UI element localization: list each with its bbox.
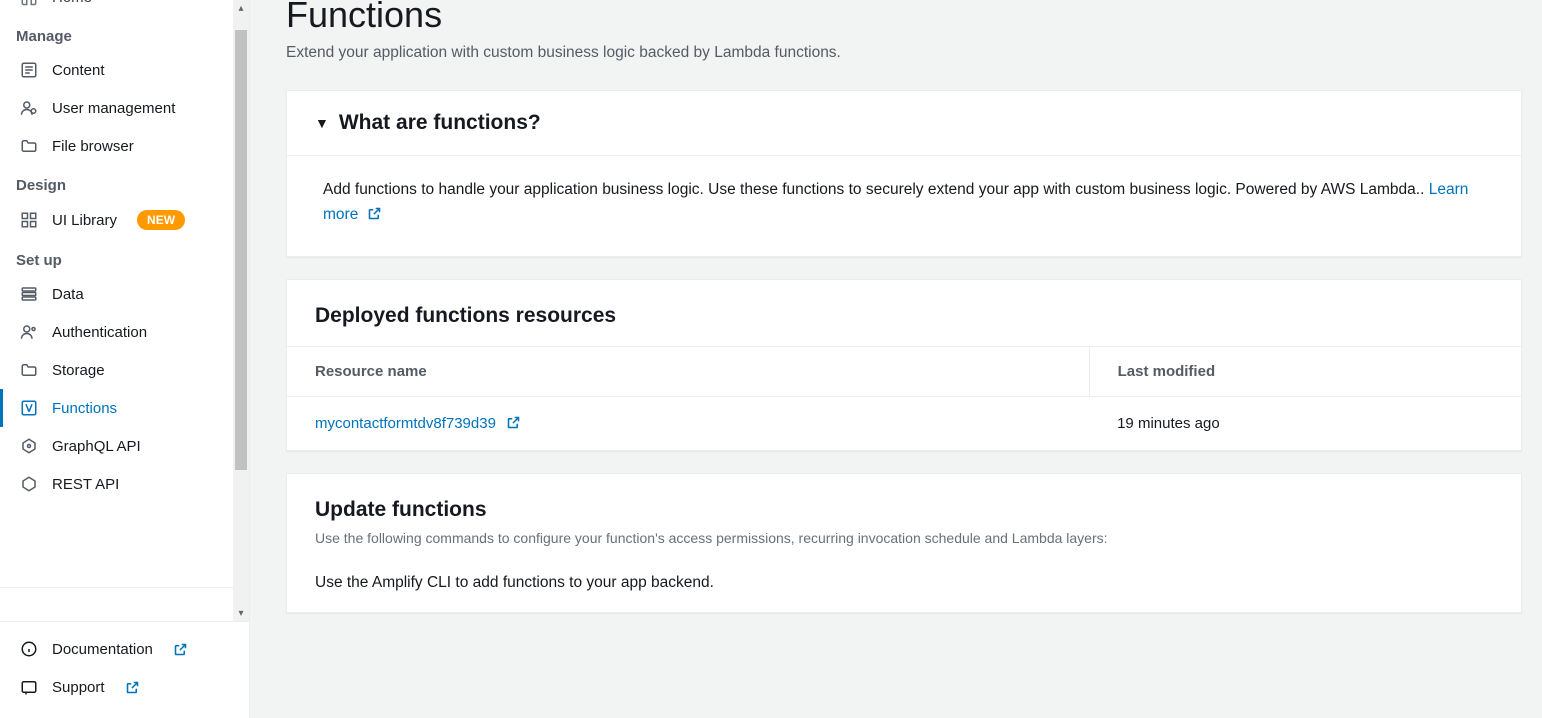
sidebar-item-label: REST API: [52, 476, 119, 493]
update-subtitle: Use the following commands to configure …: [287, 530, 1521, 550]
scrollbar-track[interactable]: ▴ ▾: [233, 0, 249, 621]
deployed-table: Resource name Last modified mycontactfor…: [287, 346, 1521, 450]
auth-icon: [20, 323, 38, 341]
footer-documentation[interactable]: Documentation: [0, 630, 249, 668]
sidebar-item-storage[interactable]: Storage: [0, 351, 233, 389]
storage-icon: [20, 361, 38, 379]
external-link-icon: [506, 415, 521, 430]
sidebar-item-file-browser[interactable]: File browser: [0, 127, 233, 165]
data-icon: [20, 285, 38, 303]
scrollbar-down-icon[interactable]: ▾: [233, 605, 249, 621]
info-text: Add functions to handle your application…: [323, 181, 1429, 198]
sidebar-item-label: Data: [52, 286, 84, 303]
page-subtitle: Extend your application with custom busi…: [286, 44, 1522, 62]
sidebar-item-data[interactable]: Data: [0, 275, 233, 313]
sidebar-item-label: Storage: [52, 362, 105, 379]
update-body: Use the Amplify CLI to add functions to …: [287, 550, 1521, 592]
sidebar-item-label: GraphQL API: [52, 438, 141, 455]
deployed-card: Deployed functions resources Resource na…: [286, 279, 1522, 451]
info-card-body: Add functions to handle your application…: [287, 156, 1521, 256]
sidebar-item-label: User management: [52, 100, 175, 117]
nav-section-design: Design: [0, 165, 233, 200]
ui-library-icon: [20, 211, 38, 229]
support-icon: [20, 678, 38, 696]
external-link-icon: [173, 642, 188, 657]
deployed-title: Deployed functions resources: [287, 280, 1521, 346]
column-resource-name[interactable]: Resource name: [287, 346, 1089, 396]
sidebar-item-content[interactable]: Content: [0, 51, 233, 89]
home-icon: [20, 0, 38, 6]
users-icon: [20, 99, 38, 117]
footer-label: Support: [52, 679, 105, 696]
table-row: mycontactformtdv8f739d39 19 minutes ago: [287, 396, 1521, 450]
sidebar-item-label: File browser: [52, 138, 134, 155]
sidebar: ▴ ▾ Home Manage Content: [0, 0, 250, 718]
sidebar-item-label: Functions: [52, 400, 117, 417]
sidebar-item-label: Home: [52, 0, 92, 6]
sidebar-item-ui-library[interactable]: UI Library NEW: [0, 200, 233, 240]
info-icon: [20, 640, 38, 658]
functions-icon: [20, 399, 38, 417]
resource-name: mycontactformtdv8f739d39: [315, 415, 496, 432]
main-content: Functions Extend your application with c…: [250, 0, 1542, 718]
sidebar-item-rest-api[interactable]: REST API: [0, 465, 233, 503]
info-card: ▼ What are functions? Add functions to h…: [286, 90, 1522, 257]
sidebar-item-label: Authentication: [52, 324, 147, 341]
new-badge: NEW: [137, 210, 185, 230]
sidebar-item-graphql[interactable]: GraphQL API: [0, 427, 233, 465]
sidebar-item-user-management[interactable]: User management: [0, 89, 233, 127]
sidebar-scroll-area: ▴ ▾ Home Manage Content: [0, 0, 249, 621]
caret-down-icon: ▼: [315, 115, 329, 131]
content-icon: [20, 61, 38, 79]
footer-support[interactable]: Support: [0, 668, 249, 706]
sidebar-item-functions[interactable]: Functions: [0, 389, 233, 427]
sidebar-item-label: Content: [52, 62, 105, 79]
nav-section-setup: Set up: [0, 240, 233, 275]
last-modified: 19 minutes ago: [1089, 396, 1521, 450]
sidebar-item-home[interactable]: Home: [0, 0, 233, 16]
resource-link[interactable]: mycontactformtdv8f739d39: [315, 415, 521, 432]
footer-label: Documentation: [52, 641, 153, 658]
expander-title: What are functions?: [339, 111, 541, 135]
page-title: Functions: [286, 0, 1522, 36]
folder-icon: [20, 137, 38, 155]
what-are-functions-expander[interactable]: ▼ What are functions?: [315, 111, 1493, 135]
info-card-header: ▼ What are functions?: [287, 91, 1521, 156]
sidebar-item-authentication[interactable]: Authentication: [0, 313, 233, 351]
nav-section-manage: Manage: [0, 16, 233, 51]
sidebar-item-label: UI Library: [52, 212, 117, 229]
rest-api-icon: [20, 475, 38, 493]
external-link-icon: [125, 680, 140, 695]
scrollbar-up-icon[interactable]: ▴: [233, 0, 249, 16]
scrollbar-thumb[interactable]: [235, 30, 247, 470]
sidebar-footer: Documentation Support: [0, 621, 249, 718]
column-last-modified[interactable]: Last modified: [1089, 346, 1521, 396]
update-card: Update functions Use the following comma…: [286, 473, 1522, 613]
graphql-icon: [20, 437, 38, 455]
external-link-icon: [367, 206, 382, 221]
